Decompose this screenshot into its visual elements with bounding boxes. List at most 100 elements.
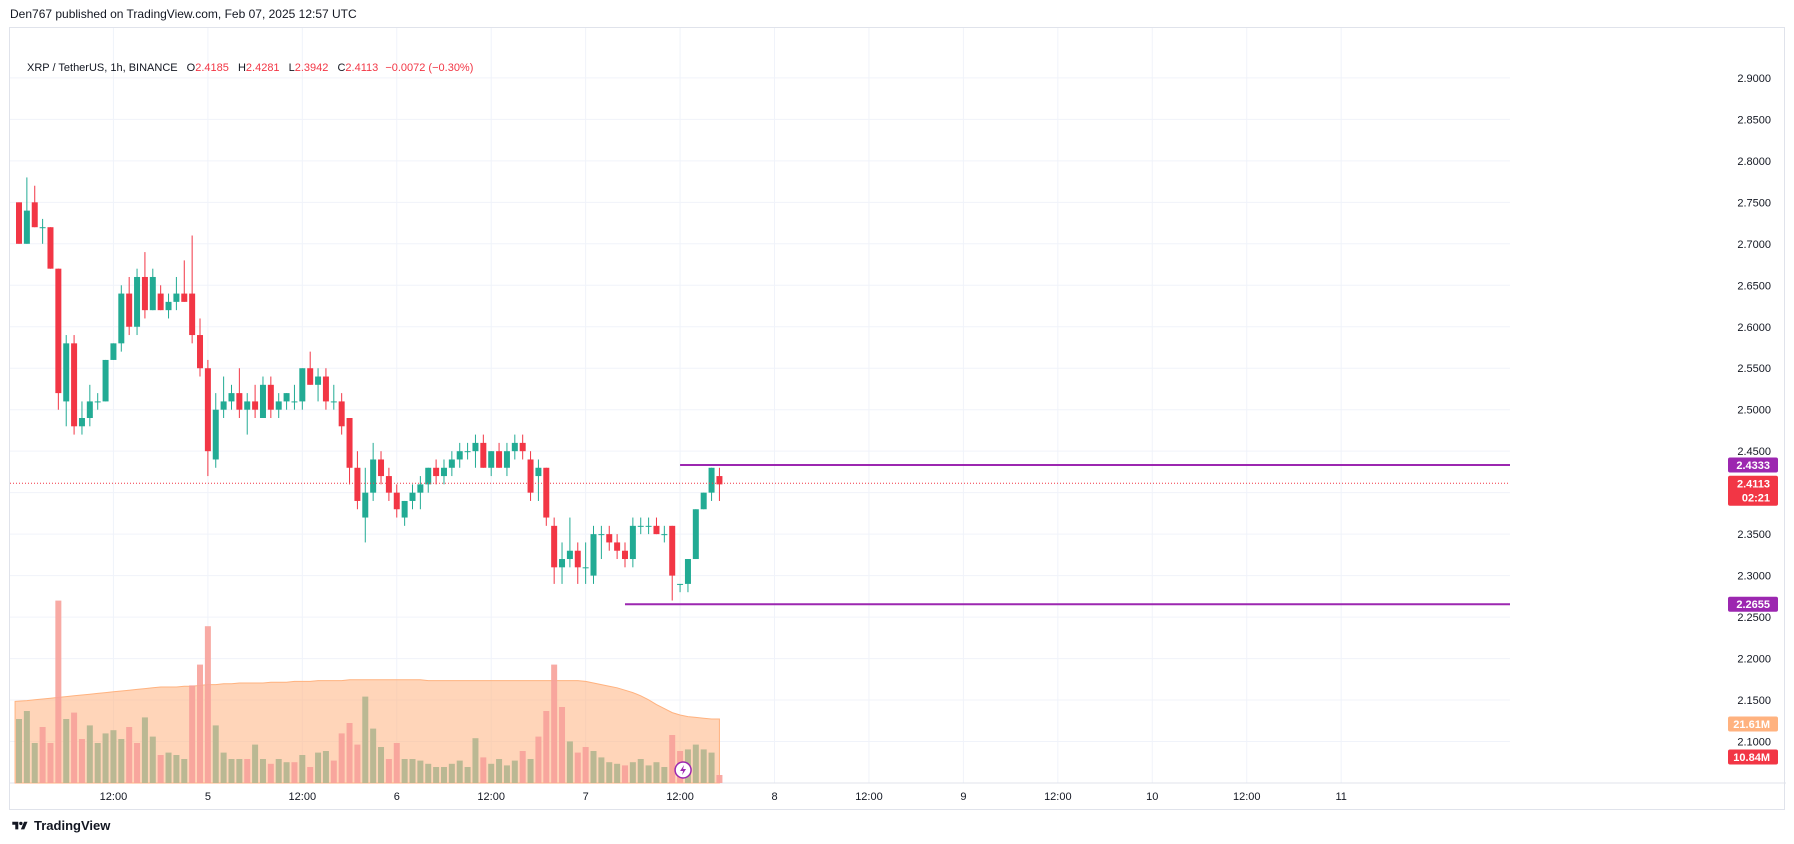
chart-panel[interactable]: 2.9000 2.8500 2.8000 2.7500 2.7000 2.6500 2.60… <box>9 27 1786 811</box>
candle <box>236 368 243 418</box>
volume-ma-tag-bg <box>1728 716 1778 732</box>
candle-body <box>126 293 133 327</box>
candle <box>559 542 566 584</box>
price-axis-tick-label: 2.6500 <box>1737 280 1771 292</box>
volume-bar <box>370 728 377 783</box>
candle-body <box>307 368 314 385</box>
candle-body <box>275 401 282 410</box>
volume-tag-bg <box>1728 749 1778 765</box>
footer-brand[interactable]: TradingView <box>10 818 110 833</box>
candle <box>55 268 62 410</box>
candle-body <box>582 567 589 569</box>
candle <box>338 393 345 435</box>
candle <box>362 467 369 543</box>
candle <box>456 442 463 468</box>
candle <box>275 393 282 418</box>
legend-symbol[interactable]: XRP / TetherUS, 1h, BINANCE <box>27 62 178 74</box>
candle-body <box>559 559 566 568</box>
volume-bar <box>189 685 196 783</box>
candle <box>315 368 322 402</box>
volume-bar <box>39 727 46 783</box>
price-chart[interactable]: 2.9000 2.8500 2.8000 2.7500 2.7000 2.6500 2.60… <box>10 28 1786 811</box>
candle-body <box>472 442 479 452</box>
candle <box>354 451 361 510</box>
candle-body <box>94 401 101 403</box>
volume-bar <box>606 762 613 783</box>
candle <box>417 476 424 510</box>
candle-body <box>315 376 322 385</box>
legend-close-value: 2.4113 <box>345 62 379 74</box>
candle-body <box>425 467 432 485</box>
volume-bar <box>464 767 471 783</box>
current-price-tag: 2.4113 02:21 <box>1728 475 1778 506</box>
volume-bar <box>543 711 550 783</box>
volume-bar <box>598 757 605 783</box>
candle <box>252 384 259 418</box>
candle-body <box>86 401 93 418</box>
level-price-tag-bg <box>1728 457 1778 473</box>
volume-bar <box>637 759 644 783</box>
volume-bar <box>700 749 707 783</box>
volume-bar <box>110 730 117 783</box>
candle <box>259 376 266 418</box>
time-axis-tick-label: 9 <box>960 791 966 803</box>
candle <box>141 252 148 319</box>
legend-close-label: C <box>337 62 346 74</box>
volume-bar <box>55 600 62 783</box>
candle <box>149 268 156 311</box>
candle-body <box>346 418 353 468</box>
volume-bar <box>393 743 400 783</box>
candle-body <box>252 401 259 410</box>
volume-bar <box>645 765 652 783</box>
candle <box>39 218 46 244</box>
time-axis-tick-label: 12:00 <box>100 791 128 803</box>
candle-body <box>629 525 636 560</box>
candle-body <box>637 525 644 527</box>
candle <box>165 293 172 319</box>
candle-body <box>330 401 337 403</box>
candle-body <box>354 467 361 501</box>
volume-bar <box>614 763 621 783</box>
candle-body <box>661 534 668 536</box>
candle-body <box>212 409 219 460</box>
price-axis: 2.9000 2.8500 2.8000 2.7500 2.7000 2.6500 2.60… <box>1737 73 1771 749</box>
candle-body <box>440 467 447 477</box>
price-axis-tick-label: 2.9000 <box>1737 73 1771 85</box>
candle <box>283 393 290 410</box>
legend-open-value: 2.4185 <box>195 62 229 74</box>
candle-body <box>141 276 148 311</box>
volume-bar <box>94 743 101 783</box>
volume-bar <box>535 736 542 783</box>
candle <box>543 467 550 526</box>
candle-body <box>621 550 628 560</box>
realtime-lightning-icon[interactable] <box>674 761 692 779</box>
candle-body <box>165 301 172 311</box>
price-axis-tick-label: 2.1500 <box>1737 695 1771 707</box>
candle <box>708 467 715 501</box>
volume-bar <box>425 763 432 783</box>
candle <box>189 235 196 344</box>
candle <box>472 434 479 468</box>
volume-bar <box>134 743 141 783</box>
volume-bar <box>283 762 290 783</box>
volume-bar <box>315 752 322 783</box>
volume-bar <box>126 727 133 783</box>
candle-body <box>228 393 235 402</box>
time-axis-tick-label: 12:00 <box>1044 791 1072 803</box>
candle <box>47 227 54 269</box>
candle-body <box>448 459 455 468</box>
volume-bar <box>574 752 581 783</box>
candle-body <box>496 451 503 468</box>
candle-body <box>653 525 660 535</box>
candle-body <box>527 459 534 493</box>
candle <box>220 376 227 418</box>
candle <box>204 359 211 477</box>
volume-bar <box>669 735 676 783</box>
volume-bar <box>409 759 416 783</box>
candle-body <box>456 451 463 460</box>
volume-bar <box>708 752 715 783</box>
candle <box>692 509 699 560</box>
candle <box>94 393 101 410</box>
candle <box>464 442 471 460</box>
volume-tag-text: 10.84M <box>1733 752 1770 764</box>
